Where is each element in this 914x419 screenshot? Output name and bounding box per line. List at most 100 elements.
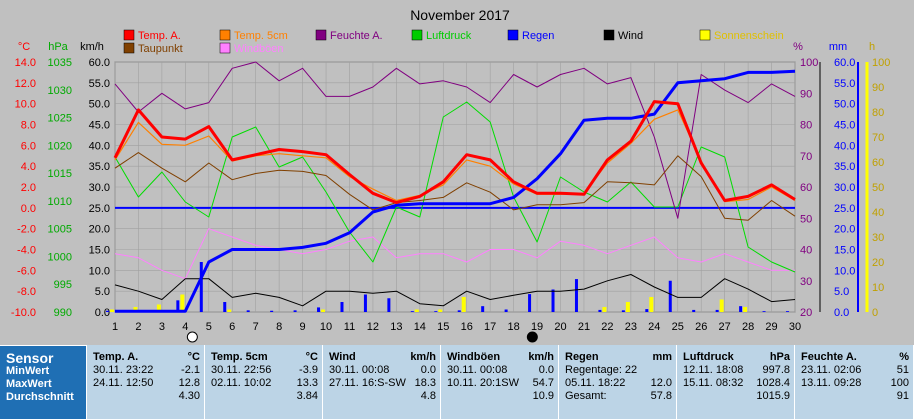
stat-min-row: 12.11. 18:08 997.8: [677, 364, 794, 377]
series-line-feuchte-a-: [114, 61, 796, 219]
rain-bar: [363, 294, 367, 312]
sun-bar: [719, 299, 724, 312]
pressure-tick-label: 1025: [48, 113, 72, 125]
stat-max-row: 27.11. 16:S-SW 18.3: [323, 377, 440, 390]
x-tick-label: 10: [320, 321, 332, 333]
stats-column: Regen mm Regentage: 22 05.11. 18:22 12.0 Gesa…: [559, 345, 677, 419]
stat-avg-row: 4.30: [87, 390, 204, 403]
rain-tick-label: 15.0: [834, 245, 855, 257]
rain-tick-label: 25.0: [834, 203, 855, 215]
rain-bar: [387, 298, 391, 312]
stats-column: Temp. A. °C 30.11. 23:22 -2.1 24.11. 12:50 12…: [87, 345, 205, 419]
x-tick-label: 14: [414, 321, 426, 333]
legend-swatch: [315, 29, 327, 41]
stat-date: Gesamt:: [565, 390, 607, 402]
sun-bar: [743, 307, 748, 312]
temp-tick-label: -4.0: [17, 245, 36, 257]
stat-sensor-name: Temp. A.: [93, 351, 139, 363]
stat-max-row: 13.11. 09:28 100: [795, 377, 913, 390]
pressure-tick-label: 1010: [48, 196, 72, 208]
pressure-tick-label: 1005: [48, 224, 72, 236]
sun-bar: [227, 309, 232, 312]
stat-unit: °C: [187, 351, 200, 363]
rain-bar: [457, 310, 461, 312]
sun-tick-label: 60: [872, 157, 884, 169]
rain-bar: [176, 300, 180, 312]
x-tick-label: 26: [695, 321, 707, 333]
legend-label: Sonnenschein: [714, 30, 784, 42]
x-tick-label: 15: [437, 321, 449, 333]
sun-tick-label: 50: [872, 182, 884, 194]
stats-column-header: Feuchte A.%: [795, 345, 913, 364]
rain-bar: [668, 280, 672, 312]
rain-bar: [551, 289, 555, 312]
rain-bar: [106, 310, 109, 312]
stat-value: -3.9: [299, 364, 318, 376]
sun-bar: [133, 307, 138, 312]
rain-bar: [692, 309, 696, 312]
sun-bar: [110, 309, 114, 312]
x-tick-label: 17: [484, 321, 496, 333]
weather-chart: November 2017 Temp. A. Temp. 5cm Feuchte A…: [10, 7, 891, 343]
stat-value: -2.1: [181, 364, 200, 376]
stat-value: 91: [896, 390, 909, 402]
avg-label: Durchschnitt: [6, 391, 74, 403]
stat-date: 24.11. 12:50: [93, 377, 154, 389]
stats-table: Sensor MinWert MaxWert Durchschnitt Temp…: [0, 345, 914, 419]
axis-unit-label: °C: [18, 41, 30, 53]
x-tick-label: 27: [719, 321, 731, 333]
rain-bar: [621, 310, 625, 312]
x-tick-label: 18: [507, 321, 519, 333]
stats-label-column: Sensor MinWert MaxWert Durchschnitt: [0, 345, 87, 419]
wind-tick-label: 25.0: [89, 203, 110, 215]
stats-column-header: Regen mm: [559, 345, 676, 364]
stats-column-header: Temp. 5cm °C: [205, 345, 322, 364]
sun-bar: [438, 309, 443, 312]
rain-tick-label: 10.0: [834, 265, 855, 277]
stat-value: 18.3: [414, 377, 436, 389]
temp-tick-label: 6.0: [21, 140, 36, 152]
stat-min-row: 30.11. 00:08 0.0: [323, 364, 440, 377]
legend-label: Windböen: [234, 43, 284, 55]
stat-value: 1028.4: [756, 377, 790, 389]
sun-bar: [180, 294, 185, 312]
legend-label: Temp. A.: [138, 30, 181, 42]
wind-tick-label: 35.0: [89, 161, 110, 173]
stat-date: 13.11. 09:28: [801, 377, 862, 389]
temp-tick-label: 8.0: [21, 120, 36, 132]
lines: [113, 61, 796, 313]
wind-tick-label: 20.0: [89, 224, 110, 236]
x-tick-label: 29: [765, 321, 777, 333]
stat-avg-row: Gesamt: 57.8: [559, 390, 676, 403]
stat-min-row: 30.11. 22:56 -3.9: [205, 364, 322, 377]
rain-bar: [340, 302, 344, 312]
rain-bar: [645, 309, 649, 312]
x-tick-label: 30: [789, 321, 801, 333]
full-moon-icon: [186, 331, 198, 343]
x-tick-label: 25: [672, 321, 684, 333]
legend-label: Regen: [522, 30, 554, 42]
stat-date: 23.11. 02:06: [801, 364, 862, 376]
pressure-tick-label: 1000: [48, 251, 72, 263]
wind-tick-label: 40.0: [89, 140, 110, 152]
series-line-temp-a-: [113, 100, 796, 205]
rain-bar: [410, 311, 414, 312]
rain-bar: [786, 311, 789, 312]
wind-tick-label: 30.0: [89, 182, 110, 194]
sun-bar: [602, 307, 607, 312]
x-tick-label: 8: [276, 321, 282, 333]
temp-tick-label: -2.0: [17, 224, 36, 236]
stat-value: 100: [890, 377, 909, 389]
wind-tick-label: 45.0: [89, 120, 110, 132]
legend-swatch: [699, 29, 711, 41]
rain-bar: [504, 309, 508, 312]
stat-value: 0.0: [538, 364, 554, 376]
x-tick-label: 6: [229, 321, 235, 333]
rain-tick-label: 60.0: [834, 57, 855, 69]
stat-date: 02.11. 10:02: [211, 377, 272, 389]
rain-bar: [317, 307, 321, 312]
wind-tick-label: 60.0: [89, 57, 110, 69]
x-tick-label: 22: [601, 321, 613, 333]
legend-swatch: [603, 29, 615, 41]
wind-tick-label: 50.0: [89, 99, 110, 111]
